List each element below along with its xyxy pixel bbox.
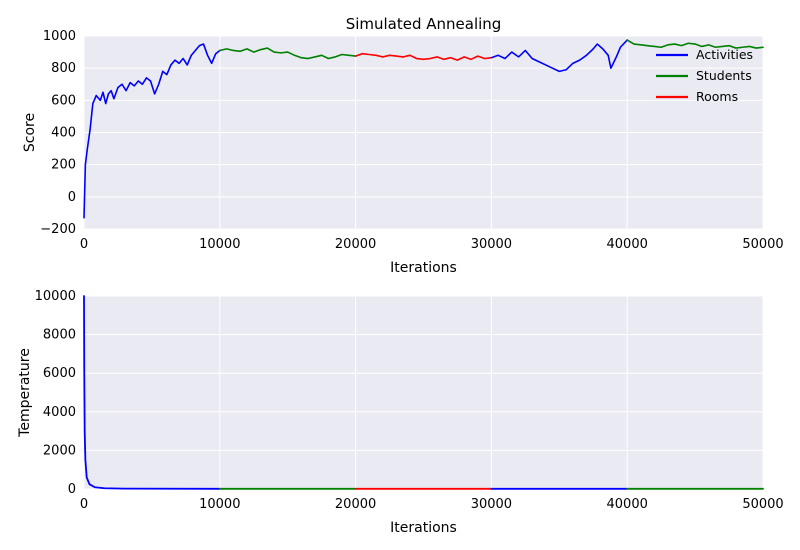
temperature-chart: 0 10000 20000 30000 40000 50000 0 2000 4000 6000 8… xyxy=(17,289,784,536)
temperature-grid xyxy=(83,295,764,490)
legend-label-activities: Activities xyxy=(696,47,753,62)
temperature-series-activities-segment-1 xyxy=(83,295,221,490)
score-y-tick-label: 600 xyxy=(51,93,76,108)
score-y-tick-label: 400 xyxy=(51,126,76,141)
score-y-axis-label: Score xyxy=(22,113,38,152)
temperature-x-tick-label: 20000 xyxy=(335,497,376,512)
score-y-tick-label: 1000 xyxy=(43,29,76,44)
score-x-tick-label: 20000 xyxy=(335,237,376,252)
temperature-y-tick-label: 6000 xyxy=(43,366,76,381)
score-series-group xyxy=(83,39,764,219)
temperature-plot-area xyxy=(84,296,763,489)
temperature-x-axis-label: Iterations xyxy=(390,520,457,536)
temperature-series-group xyxy=(83,295,764,490)
score-y-tick-label: 0 xyxy=(68,190,76,205)
temperature-x-tick-label: 50000 xyxy=(742,497,783,512)
temperature-x-tick-label: 30000 xyxy=(471,497,512,512)
legend-label-rooms: Rooms xyxy=(696,89,738,104)
score-x-tick-label: 40000 xyxy=(607,237,648,252)
temperature-y-tick-label: 0 xyxy=(68,482,76,497)
temperature-y-axis-label: Temperature xyxy=(17,348,33,438)
legend: Activities Students Rooms xyxy=(656,47,753,104)
temperature-ticks: 0 10000 20000 30000 40000 50000 0 2000 4000 6000 8… xyxy=(35,289,784,512)
score-series-activities-segment-1 xyxy=(83,43,221,219)
temperature-x-tick-label: 10000 xyxy=(199,497,240,512)
score-series-rooms-segment-3 xyxy=(354,52,493,61)
score-x-tick-label: 10000 xyxy=(199,237,240,252)
temperature-y-tick-label: 8000 xyxy=(43,328,76,343)
score-chart: 0 10000 20000 30000 40000 50000 −200 0 200 400 600… xyxy=(22,15,784,276)
score-x-tick-label: 0 xyxy=(80,237,88,252)
legend-label-students: Students xyxy=(696,68,752,83)
score-series-students-segment-2 xyxy=(219,47,357,60)
score-x-tick-label: 50000 xyxy=(742,237,783,252)
score-grid xyxy=(83,35,764,230)
chart-title: Simulated Annealing xyxy=(346,15,502,33)
score-ticks: 0 10000 20000 30000 40000 50000 −200 0 200 400 600… xyxy=(40,29,783,252)
score-y-tick-label: −200 xyxy=(40,222,76,237)
temperature-x-tick-label: 0 xyxy=(80,497,88,512)
score-series-activities-segment-4 xyxy=(490,39,629,73)
score-y-tick-label: 200 xyxy=(51,158,76,173)
temperature-y-tick-label: 2000 xyxy=(43,443,76,458)
score-y-tick-label: 800 xyxy=(51,61,76,76)
temperature-x-tick-label: 40000 xyxy=(607,497,648,512)
score-series-students-segment-5 xyxy=(626,39,764,49)
score-x-axis-label: Iterations xyxy=(390,260,457,276)
temperature-y-tick-label: 10000 xyxy=(35,289,76,304)
temperature-y-tick-label: 4000 xyxy=(43,405,76,420)
score-x-tick-label: 30000 xyxy=(471,237,512,252)
